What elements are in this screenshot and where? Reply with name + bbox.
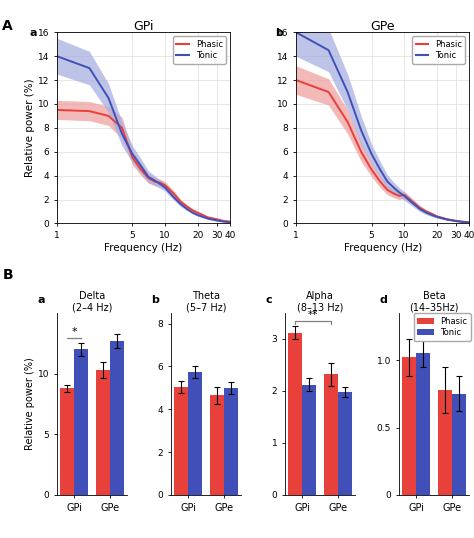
Bar xyxy=(74,349,88,495)
Bar xyxy=(210,395,224,495)
Title: Beta
(14–35Hz): Beta (14–35Hz) xyxy=(410,292,459,313)
X-axis label: Frequency (Hz): Frequency (Hz) xyxy=(104,243,182,253)
Bar xyxy=(416,353,430,495)
Text: A: A xyxy=(2,19,13,33)
Title: GPe: GPe xyxy=(370,19,395,32)
Bar xyxy=(174,387,188,495)
Y-axis label: Relative power (%): Relative power (%) xyxy=(25,79,35,177)
Text: a: a xyxy=(29,29,36,38)
Text: B: B xyxy=(2,268,13,282)
Legend: Phasic, Tonic: Phasic, Tonic xyxy=(173,37,226,63)
X-axis label: Frequency (Hz): Frequency (Hz) xyxy=(344,243,422,253)
Title: Alpha
(8–13 Hz): Alpha (8–13 Hz) xyxy=(297,292,343,313)
Text: d: d xyxy=(379,295,387,305)
Bar xyxy=(60,388,74,495)
Text: *: * xyxy=(71,328,77,337)
Bar xyxy=(438,390,452,495)
Bar xyxy=(110,341,124,495)
Title: Theta
(5–7 Hz): Theta (5–7 Hz) xyxy=(186,292,226,313)
Bar xyxy=(288,332,302,495)
Bar xyxy=(188,372,202,495)
Bar xyxy=(302,385,316,495)
Bar xyxy=(224,388,238,495)
Title: GPi: GPi xyxy=(133,19,154,32)
Title: Delta
(2–4 Hz): Delta (2–4 Hz) xyxy=(72,292,112,313)
Bar xyxy=(452,394,466,495)
Bar xyxy=(324,374,338,495)
Bar xyxy=(402,357,416,495)
Text: b: b xyxy=(151,295,159,305)
Bar xyxy=(96,370,110,495)
Text: **: ** xyxy=(308,310,318,320)
Y-axis label: Relative power (%): Relative power (%) xyxy=(25,358,35,450)
Text: b: b xyxy=(275,29,283,38)
Legend: Phasic, Tonic: Phasic, Tonic xyxy=(414,314,471,341)
Bar xyxy=(338,392,352,495)
Text: c: c xyxy=(265,295,272,305)
Legend: Phasic, Tonic: Phasic, Tonic xyxy=(412,37,465,63)
Text: a: a xyxy=(37,295,45,305)
